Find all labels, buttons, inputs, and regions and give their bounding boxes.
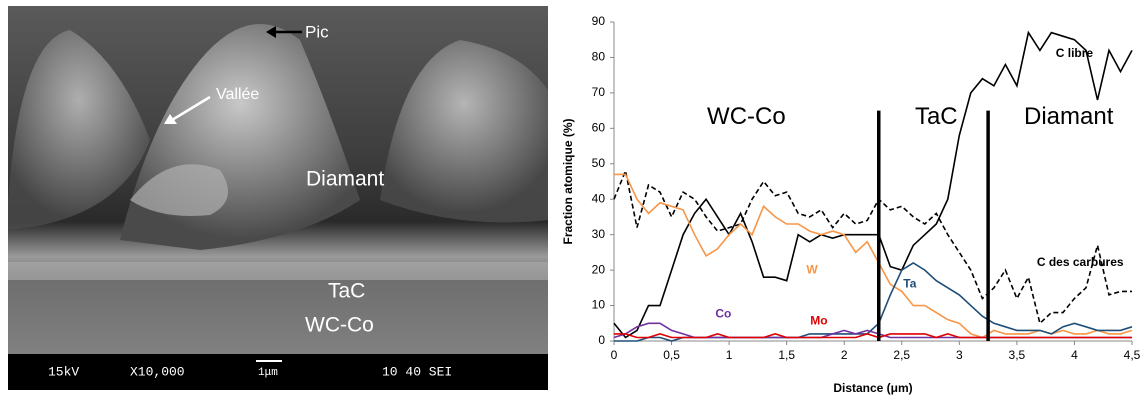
x-tick-label: 2 xyxy=(841,348,848,362)
region-label: Diamant xyxy=(1024,103,1114,130)
image-label: TaC xyxy=(328,280,365,303)
info-text: 15kV xyxy=(48,364,79,379)
series-line xyxy=(614,262,1133,342)
info-text: 10 40 SEI xyxy=(382,364,452,379)
series-label: W xyxy=(806,262,818,276)
image-label: Pic xyxy=(305,22,329,41)
series-label: Mo xyxy=(810,314,827,328)
y-tick-label: 60 xyxy=(592,121,606,135)
x-tick-label: 3 xyxy=(956,348,963,362)
x-tick-label: 1,5 xyxy=(778,348,795,362)
y-tick-label: 80 xyxy=(592,50,606,64)
x-tick-label: 4,5 xyxy=(1124,348,1141,362)
sem-image: Pic Vallée Diamant TaC WC-Co 15kV X10,00… xyxy=(8,6,548,390)
image-label: Diamant xyxy=(306,168,384,191)
y-tick-label: 40 xyxy=(592,191,606,205)
info-text: 1μm xyxy=(258,367,278,379)
x-tick-label: 0,5 xyxy=(663,348,680,362)
series-label: Ta xyxy=(903,276,916,290)
chart: 0 10 20 30 40 50 60 70 80 90 0 0,5 1 1,5 2 2,5 3 3,5 4 4,5 D… xyxy=(561,14,1140,395)
y-tick-label: 30 xyxy=(592,227,606,241)
info-text: X10,000 xyxy=(130,364,185,379)
x-tick-label: 1 xyxy=(726,348,733,362)
image-label: Vallée xyxy=(216,86,259,103)
x-tick-label: 3,5 xyxy=(1009,348,1026,362)
y-tick-label: 10 xyxy=(592,298,606,312)
x-tick-label: 2,5 xyxy=(893,348,910,362)
series-label: C des carbures xyxy=(1037,255,1124,269)
series-line xyxy=(614,333,1132,339)
x-tick-label: 0 xyxy=(611,348,618,362)
x-axis-label: Distance (μm) xyxy=(833,381,912,395)
series-label: Co xyxy=(715,307,731,321)
region-label: TaC xyxy=(915,103,958,130)
y-axis-label: Fraction atomique (%) xyxy=(561,118,575,244)
region-label: WC-Co xyxy=(707,103,786,130)
series-label: C libre xyxy=(1056,46,1094,60)
y-tick-label: 70 xyxy=(592,85,606,99)
series-line xyxy=(613,168,1132,325)
image-label: WC-Co xyxy=(305,314,374,337)
y-tick-label: 20 xyxy=(592,262,606,276)
y-tick-label: 90 xyxy=(592,14,606,28)
y-tick-label: 0 xyxy=(598,333,605,347)
y-tick-label: 50 xyxy=(592,156,606,170)
series-line xyxy=(613,30,1133,339)
x-tick-label: 4 xyxy=(1071,348,1078,362)
